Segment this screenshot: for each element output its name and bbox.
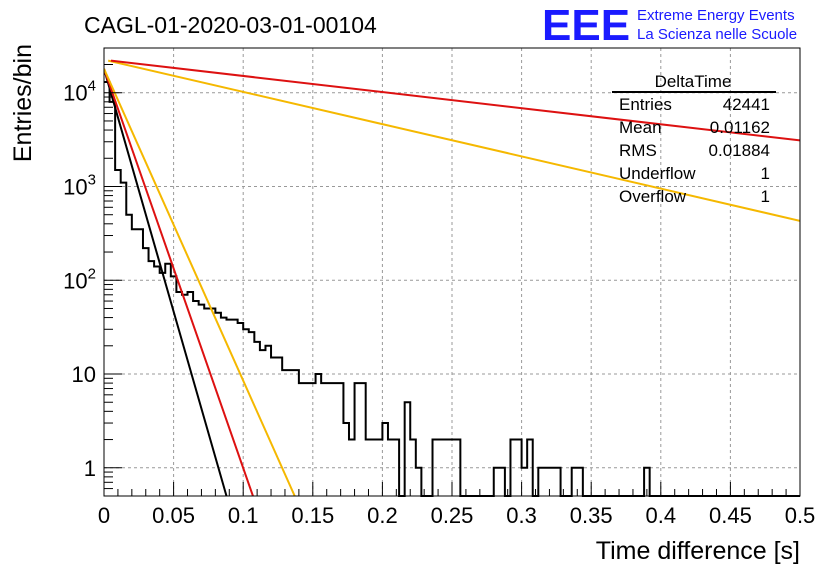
eee-logo: EEE Extreme Energy Events La Scienza nel… xyxy=(542,1,797,50)
x-tick-label: 0.2 xyxy=(367,503,398,528)
fit-line xyxy=(104,68,296,496)
x-tick-label: 0.4 xyxy=(646,503,677,528)
x-tick-label: 0.15 xyxy=(291,503,334,528)
logo-mark: EEE xyxy=(542,1,630,50)
logo-line-2: La Scienza nelle Scuole xyxy=(637,26,797,43)
histogram-bin xyxy=(249,332,255,496)
stats-value: 1 xyxy=(761,164,770,183)
axis-ticks xyxy=(103,47,801,497)
y-tick-label: 103 xyxy=(63,171,96,199)
histogram-bin xyxy=(277,358,283,496)
x-tick-labels: 0 0.05 0.1 0.15 0.2 0.25 0.3 0.35 0.4 0.45 0.5 xyxy=(98,503,815,528)
fit-line xyxy=(104,68,228,496)
logo-line-1: Extreme Energy Events xyxy=(637,7,795,24)
histogram-bin xyxy=(160,273,166,496)
histogram-bin xyxy=(121,183,127,496)
x-tick-label: 0 xyxy=(98,503,110,528)
stats-label: Mean xyxy=(619,118,662,137)
x-tick-label: 0.45 xyxy=(709,503,752,528)
histogram-bin xyxy=(238,323,244,496)
histogram-bin xyxy=(232,320,238,496)
stats-title: DeltaTime xyxy=(655,72,732,91)
histogram-bin xyxy=(304,383,310,496)
stats-label: Overflow xyxy=(619,187,687,206)
y-tick-label: 102 xyxy=(63,265,96,293)
stats-value: 0.01162 xyxy=(710,118,770,137)
histogram-bin xyxy=(154,267,160,496)
fit-line xyxy=(110,59,800,142)
stats-label: Underflow xyxy=(619,164,696,183)
chart-title: CAGL-01-2020-03-01-00104 xyxy=(84,12,377,38)
x-tick-label: 0.25 xyxy=(431,503,474,528)
histogram-bin xyxy=(288,370,294,496)
x-tick-label: 0.05 xyxy=(152,503,195,528)
x-tick-label: 0.5 xyxy=(785,503,816,528)
histogram-bin xyxy=(143,248,149,496)
histogram-bin xyxy=(115,170,121,496)
stats-value: 0.01884 xyxy=(709,141,770,160)
histogram-bin xyxy=(327,383,333,496)
histogram-bin xyxy=(265,346,271,496)
histogram-bin xyxy=(271,358,277,496)
histogram-bin xyxy=(321,383,327,496)
fit-line xyxy=(104,68,254,496)
stats-value: 42441 xyxy=(723,95,770,114)
y-tick-label: 104 xyxy=(63,78,96,106)
histogram-bin xyxy=(549,468,555,496)
histogram-bin xyxy=(182,295,188,496)
x-tick-label: 0.35 xyxy=(570,503,613,528)
stats-label: Entries xyxy=(619,95,672,114)
fit-line xyxy=(107,59,800,222)
histogram-bin xyxy=(316,374,322,496)
histogram-bin xyxy=(299,383,305,496)
stats-box: DeltaTime Entries 42441 Mean 0.01162 RMS 0.01… xyxy=(612,72,776,206)
grid-lines xyxy=(104,48,800,496)
y-tick-label: 1 xyxy=(84,456,96,481)
histogram-bin xyxy=(149,261,155,496)
stats-label: RMS xyxy=(619,141,657,160)
histogram-bin xyxy=(137,229,143,496)
histogram-bin xyxy=(332,383,338,496)
histogram-bin xyxy=(544,468,550,496)
histogram-bin xyxy=(254,342,260,496)
histogram-bin xyxy=(126,215,132,496)
y-tick-label: 10 xyxy=(72,362,96,387)
histogram-bin xyxy=(293,370,299,496)
x-tick-label: 0.1 xyxy=(228,503,259,528)
x-axis-label: Time difference [s] xyxy=(596,537,800,565)
y-tick-labels: 1 10 102 103 104 xyxy=(63,78,96,481)
stats-value: 1 xyxy=(761,187,770,206)
y-axis-label: Entries/bin xyxy=(9,44,37,162)
fit-lines xyxy=(104,59,800,496)
histogram-bin xyxy=(132,229,138,496)
x-tick-label: 0.3 xyxy=(506,503,537,528)
histogram-bin xyxy=(522,468,528,496)
